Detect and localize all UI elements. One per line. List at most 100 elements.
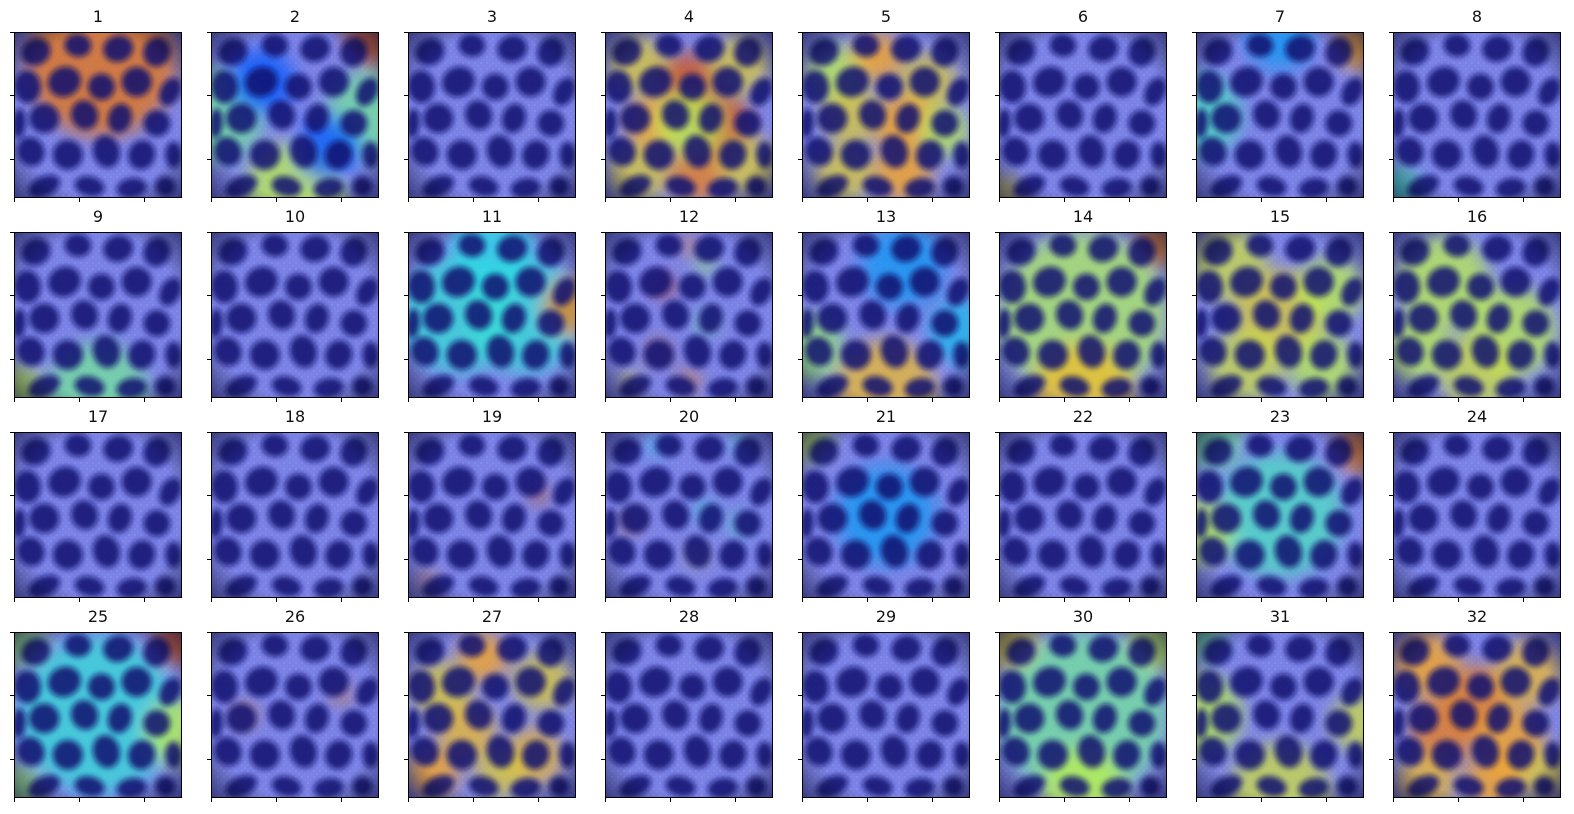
y-tick [207,495,211,496]
heatmap-panel: 1 [10,8,182,202]
vignette [14,32,182,198]
heatmap-overlay-image [1393,632,1561,798]
heatmap-overlay-image [14,232,182,398]
x-tick [605,598,606,602]
x-tick [211,198,212,202]
vignette [1393,432,1561,598]
x-tick [408,598,409,602]
y-tick [10,95,14,96]
x-tick [144,398,145,402]
y-tick [995,95,999,96]
y-tick [10,632,14,633]
panel-title: 12 [678,207,700,226]
x-tick [1523,198,1524,202]
x-tick [473,198,474,202]
x-tick [276,198,277,202]
panel-title: 29 [875,607,897,626]
x-tick [211,798,212,802]
heatmap-overlay-image [1196,232,1364,398]
y-tick [1192,295,1196,296]
x-tick [1326,598,1327,602]
y-tick [207,695,211,696]
y-tick [1192,159,1196,160]
panel-title: 17 [87,407,109,426]
x-tick [341,398,342,402]
y-tick [404,495,408,496]
heatmap-overlay-image [802,32,970,198]
x-tick [341,598,342,602]
y-tick [601,232,605,233]
y-tick [1389,232,1393,233]
heatmap-panel: 15 [1192,208,1364,402]
heatmap-panel: 22 [995,408,1167,602]
x-tick [1064,598,1065,602]
heatmap-panel: 28 [601,608,773,802]
x-tick [538,398,539,402]
x-tick [341,198,342,202]
y-tick [798,759,802,760]
x-tick [932,798,933,802]
panel-title: 6 [1077,7,1089,26]
y-tick [207,232,211,233]
y-tick [995,295,999,296]
x-tick [276,798,277,802]
x-tick [670,398,671,402]
y-tick [10,359,14,360]
heatmap-overlay-image [1196,432,1364,598]
x-tick [1129,798,1130,802]
y-tick [995,32,999,33]
heatmap-overlay-image [1196,632,1364,798]
heatmap-overlay-image [802,432,970,598]
vignette [999,232,1167,398]
vignette [14,632,182,798]
y-tick [207,632,211,633]
y-tick [995,632,999,633]
x-tick [1129,198,1130,202]
y-tick [798,495,802,496]
x-tick [605,198,606,202]
x-tick [1393,798,1394,802]
heatmap-overlay-image [1196,32,1364,198]
heatmap-overlay-image [408,232,576,398]
y-tick [10,295,14,296]
heatmap-overlay-image [211,432,379,598]
y-tick [404,359,408,360]
vignette [14,432,182,598]
x-tick [341,798,342,802]
heatmap-panel: 27 [404,608,576,802]
x-tick [735,598,736,602]
heatmap-overlay-image [605,632,773,798]
x-tick [144,598,145,602]
vignette [211,632,379,798]
y-tick [798,359,802,360]
x-tick [1261,398,1262,402]
y-tick [207,559,211,560]
x-tick [932,198,933,202]
heatmap-panel: 6 [995,8,1167,202]
vignette [802,232,970,398]
x-tick [276,598,277,602]
x-tick [1458,198,1459,202]
x-tick [408,198,409,202]
x-tick [1458,398,1459,402]
heatmap-panel: 3 [404,8,576,202]
heatmap-panel: 10 [207,208,379,402]
heatmap-panel: 14 [995,208,1167,402]
x-tick [1064,798,1065,802]
y-tick [1192,495,1196,496]
x-tick [408,798,409,802]
heatmap-overlay-image [605,232,773,398]
x-tick [1196,398,1197,402]
vignette [999,32,1167,198]
y-tick [601,495,605,496]
x-tick [605,398,606,402]
y-tick [207,159,211,160]
panel-title: 27 [481,607,503,626]
y-tick [798,95,802,96]
heatmap-overlay-image [999,432,1167,598]
panel-title: 21 [875,407,897,426]
y-tick [601,32,605,33]
y-tick [404,559,408,560]
x-tick [1523,798,1524,802]
vignette [1393,32,1561,198]
